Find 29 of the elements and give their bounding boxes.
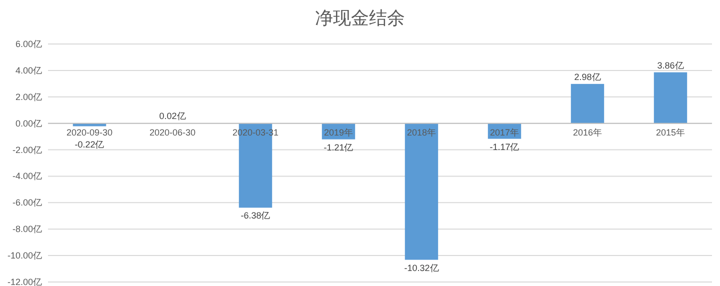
y-tick-label: -10.00亿	[7, 250, 42, 261]
data-label: -1.21亿	[324, 142, 354, 152]
bar	[654, 72, 688, 124]
x-tick-label: 2016年	[572, 127, 602, 138]
y-tick-label: 0.00亿	[15, 118, 42, 128]
y-tick-label: -12.00亿	[7, 277, 42, 286]
y-tick-label: -8.00亿	[12, 224, 42, 234]
data-label: 0.02亿	[159, 111, 186, 122]
y-tick-label: -2.00亿	[12, 144, 42, 155]
data-label: 3.86亿	[657, 60, 684, 70]
y-tick-label: -6.00亿	[12, 198, 42, 208]
bar	[404, 123, 438, 260]
x-tick-label: 2020-06-30	[149, 127, 196, 138]
x-tick-label: 2017年	[490, 127, 520, 138]
data-label: -1.17亿	[490, 142, 520, 152]
data-label: -0.22亿	[74, 139, 104, 150]
y-tick-label: 4.00亿	[15, 65, 42, 76]
y-tick-label: -4.00亿	[12, 171, 42, 182]
x-tick-label: 2019年	[324, 127, 354, 138]
y-tick-label: 6.00亿	[15, 39, 42, 49]
data-label: -6.38亿	[240, 210, 270, 221]
y-tick-label: 2.00亿	[15, 92, 42, 102]
x-tick-label: 2020-09-30	[66, 127, 113, 138]
x-tick-label: 2018年	[406, 127, 436, 138]
data-label: -10.32亿	[404, 262, 439, 273]
bar	[570, 84, 604, 124]
chart-title: 净现金结余	[315, 8, 405, 28]
x-tick-label: 2015年	[656, 127, 686, 138]
data-label: 2.98亿	[574, 72, 601, 82]
